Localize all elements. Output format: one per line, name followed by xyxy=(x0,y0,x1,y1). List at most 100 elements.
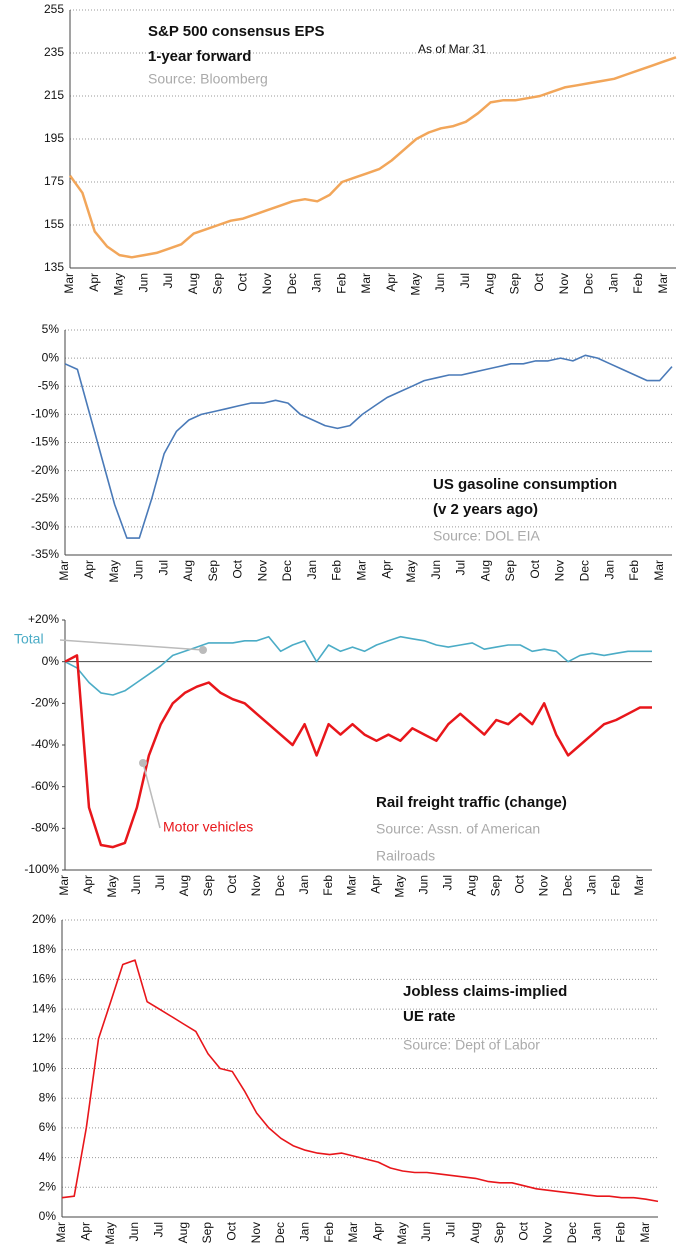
x-tick-label: Sep xyxy=(503,560,517,582)
x-tick-label: Nov xyxy=(557,273,571,294)
x-tick-label: Apr xyxy=(78,1222,92,1241)
x-tick-label: Feb xyxy=(631,273,645,294)
x-tick-label: May xyxy=(103,1222,117,1245)
y-tick-label: 195 xyxy=(44,131,64,145)
x-tick-label: Nov xyxy=(249,875,263,896)
y-tick-label: 235 xyxy=(44,45,64,59)
data-line xyxy=(64,654,652,849)
x-tick-label: Jul xyxy=(454,560,468,575)
x-tick-label: Aug xyxy=(483,273,497,294)
x-tick-label: Feb xyxy=(614,1222,628,1243)
x-tick-label: Oct xyxy=(528,559,542,578)
leader-dot xyxy=(199,646,207,654)
chart-title: S&P 500 consensus EPS xyxy=(148,23,324,40)
x-tick-label: Aug xyxy=(176,1222,190,1243)
chart-title: UE rate xyxy=(403,1008,456,1025)
x-tick-label: Sep xyxy=(507,273,521,295)
x-tick-label: Sep xyxy=(488,875,502,897)
x-tick-label: Aug xyxy=(186,273,200,294)
x-tick-label: Sep xyxy=(200,1222,214,1244)
x-tick-label: Dec xyxy=(273,1222,287,1243)
y-tick-label: 10% xyxy=(32,1061,56,1075)
data-line xyxy=(61,959,659,1203)
x-tick-label: Jun xyxy=(417,875,431,894)
x-tick-label: Feb xyxy=(322,1222,336,1243)
x-tick-label: Dec xyxy=(280,560,294,581)
x-tick-label: Jan xyxy=(589,1222,603,1241)
x-tick-label: Oct xyxy=(516,1221,530,1240)
x-tick-label: Apr xyxy=(81,875,95,894)
x-tick-label: Oct xyxy=(231,559,245,578)
x-tick-label: Aug xyxy=(177,875,191,896)
x-tick-label: Mar xyxy=(57,875,71,896)
y-tick-label: 4% xyxy=(39,1150,57,1164)
data-line xyxy=(64,635,652,696)
chart-title: US gasoline consumption xyxy=(433,476,617,493)
x-tick-label: Feb xyxy=(334,273,348,294)
y-tick-label: -60% xyxy=(31,779,59,793)
data-line xyxy=(64,354,673,539)
x-tick-label: Mar xyxy=(62,273,76,294)
x-tick-label: Nov xyxy=(260,273,274,294)
y-tick-label: 155 xyxy=(44,217,64,231)
x-tick-label: Mar xyxy=(346,1222,360,1243)
x-tick-label: Apr xyxy=(384,273,398,292)
y-tick-label: -40% xyxy=(31,737,59,751)
x-tick-label: May xyxy=(105,875,119,898)
x-tick-label: Oct xyxy=(224,1221,238,1240)
x-tick-label: Dec xyxy=(577,560,591,581)
x-tick-label: Nov xyxy=(249,1222,263,1243)
x-tick-label: Jan xyxy=(602,560,616,579)
y-tick-label: 0% xyxy=(39,1209,57,1223)
leader-dot xyxy=(139,759,147,767)
y-tick-label: -35% xyxy=(31,547,59,561)
x-tick-label: Feb xyxy=(608,875,622,896)
x-tick-label: Apr xyxy=(370,1222,384,1241)
x-tick-label: Nov xyxy=(553,560,567,581)
y-tick-label: -15% xyxy=(31,435,59,449)
source-note: Source: Dept of Labor xyxy=(403,1037,540,1053)
x-tick-label: May xyxy=(404,560,418,583)
x-tick-label: Jul xyxy=(458,273,472,288)
x-tick-label: Mar xyxy=(632,875,646,896)
y-tick-label: -80% xyxy=(31,821,59,835)
y-tick-label: -30% xyxy=(31,519,59,533)
y-tick-label: -20% xyxy=(31,463,59,477)
y-tick-label: 0% xyxy=(42,654,60,668)
x-tick-label: Apr xyxy=(87,273,101,292)
y-tick-label: 8% xyxy=(39,1090,57,1104)
x-tick-label: Mar xyxy=(652,560,666,581)
leader-line xyxy=(142,762,161,829)
x-tick-label: Jan xyxy=(309,273,323,292)
leader-line xyxy=(59,639,204,651)
x-tick-label: Sep xyxy=(211,273,225,295)
x-tick-label: Jul xyxy=(156,560,170,575)
x-tick-label: Mar xyxy=(354,560,368,581)
x-tick-label: Dec xyxy=(582,273,596,294)
x-tick-label: Mar xyxy=(638,1222,652,1243)
data-line xyxy=(68,56,677,259)
x-tick-label: Oct xyxy=(235,272,249,291)
x-tick-label: Jun xyxy=(429,560,443,579)
y-tick-label: 20% xyxy=(32,912,56,926)
y-tick-label: -10% xyxy=(31,407,59,421)
x-tick-label: Jul xyxy=(151,1222,165,1237)
x-tick-label: Oct xyxy=(512,874,526,893)
chart-title: 1-year forward xyxy=(148,48,251,65)
y-tick-label: 135 xyxy=(44,260,64,274)
legend-label: Total xyxy=(14,631,44,647)
x-tick-label: Apr xyxy=(82,560,96,579)
x-tick-label: Mar xyxy=(54,1222,68,1243)
x-tick-label: Jan xyxy=(584,875,598,894)
x-tick-label: Aug xyxy=(181,560,195,581)
x-tick-label: May xyxy=(112,273,126,296)
x-tick-label: Jun xyxy=(433,273,447,292)
x-tick-label: May xyxy=(395,1222,409,1245)
x-tick-label: Aug xyxy=(478,560,492,581)
x-tick-label: May xyxy=(107,560,121,583)
source-note: Source: Assn. of American xyxy=(376,821,540,837)
x-tick-label: Apr xyxy=(369,875,383,894)
x-tick-label: Feb xyxy=(330,560,344,581)
x-tick-label: Mar xyxy=(359,273,373,294)
